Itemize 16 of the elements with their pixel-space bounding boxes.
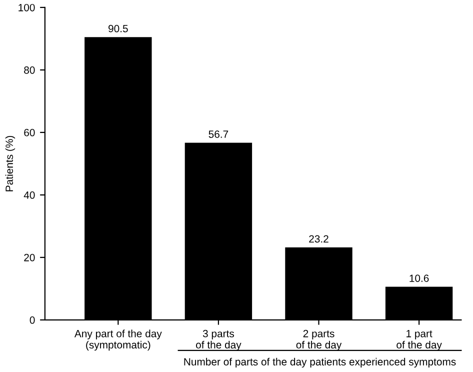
y-tick-label: 0 xyxy=(30,316,35,324)
y-tick-label: 40 xyxy=(24,191,35,199)
y-axis-title: Patients (%) xyxy=(5,136,16,192)
data-label: 56.7 xyxy=(208,130,228,138)
y-tick-label: 80 xyxy=(24,66,35,74)
x-tick-label: 2 parts of the day xyxy=(296,330,342,351)
data-label: 10.6 xyxy=(410,274,429,282)
x-tick-label: 1 part of the day xyxy=(396,330,442,351)
data-label: 23.2 xyxy=(309,235,328,243)
y-tick-label: 100 xyxy=(18,4,35,12)
text: Number of parts of the day patients experienced symptoms xyxy=(184,358,456,368)
x-tick-label: 3 parts of the day xyxy=(196,330,242,351)
data-label: 90.5 xyxy=(108,24,128,32)
y-tick-label: 20 xyxy=(24,254,35,262)
x-tick-label: Any part of the day (symptomatic) xyxy=(74,330,162,351)
y-tick-label: 60 xyxy=(24,128,35,136)
